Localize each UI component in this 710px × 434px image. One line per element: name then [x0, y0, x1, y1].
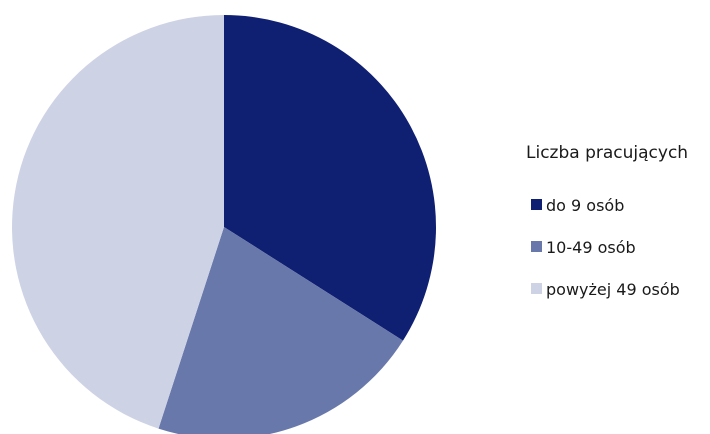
legend-swatch-3 — [531, 283, 542, 294]
pie-slice-1 — [224, 15, 437, 341]
pie-slice-2 — [158, 227, 403, 434]
legend-label-1: do 9 osób — [546, 196, 624, 215]
pie-slice-3 — [12, 15, 224, 429]
legend-title: Liczba pracujących — [526, 143, 688, 163]
legend-label-3: powyżej 49 osób — [546, 280, 680, 299]
legend: Liczba pracujących do 9 osób 10-49 osób po… — [526, 143, 688, 299]
legend-label-2: 10-49 osób — [546, 238, 636, 257]
legend-swatch-2 — [531, 241, 542, 252]
pie-slices — [12, 15, 437, 434]
legend-swatch-1 — [531, 199, 542, 210]
legend-items: do 9 osób 10-49 osób powyżej 49 osób — [531, 196, 680, 299]
